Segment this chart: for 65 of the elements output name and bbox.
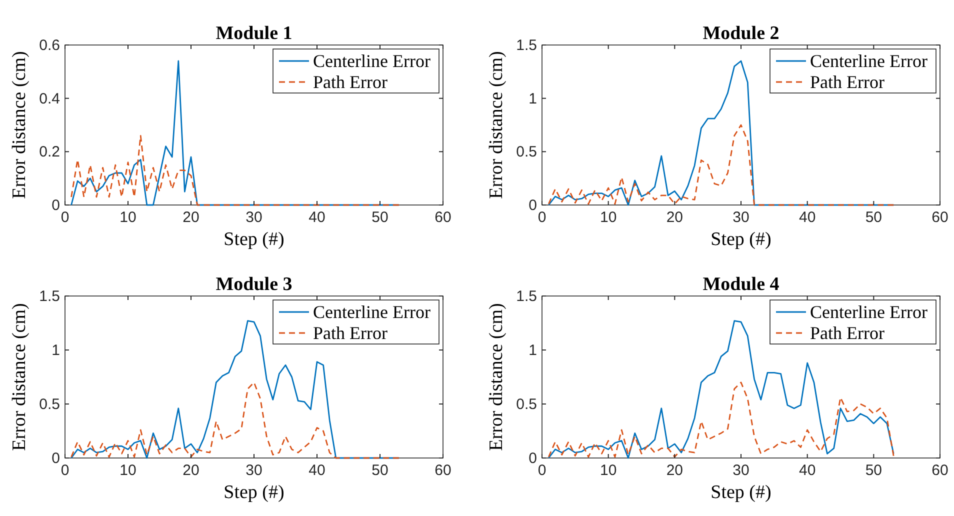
line-series [70,134,400,206]
y-tick-label: 0.5 [516,396,537,413]
y-tick-label: 0 [528,197,537,214]
y-tick-label: 1 [528,90,537,108]
x-tick-label: 20 [182,209,200,226]
y-tick-label: 0.2 [39,144,60,161]
x-tick-label: 10 [600,209,617,226]
x-axis-title: Step (#) [710,229,772,250]
line-series [70,382,400,459]
y-tick-label: 0.6 [39,37,60,54]
x-tick-label: 50 [372,462,388,479]
x-tick-label: 40 [798,209,816,226]
y-tick-label: 1 [528,342,537,359]
line-series [548,124,894,206]
x-tick-label: 30 [732,209,750,226]
y-tick-label: 0 [528,450,537,467]
y-tick-label: 1.5 [516,37,537,54]
x-tick-label: 30 [246,462,262,479]
x-tick-label: 20 [182,462,200,479]
legend-label: Centerline Error [313,51,430,71]
x-tick-label: 60 [932,462,948,479]
y-axis-title: Error distance (cm) [9,303,30,451]
y-tick-label: 1.5 [516,288,537,305]
x-axis-title: Step (#) [710,482,772,503]
y-tick-label: 0.5 [516,144,537,161]
chart-title: Module 2 [702,23,780,44]
x-tick-label: 10 [120,462,136,479]
x-tick-label: 20 [666,209,684,226]
line-series [548,320,894,459]
line-series [548,382,894,458]
x-tick-label: 10 [600,462,617,479]
chart-title: Module 4 [702,274,780,295]
y-tick-label: 0.4 [39,90,60,108]
y-tick-label: 1 [52,342,60,359]
x-tick-label: 20 [666,462,684,479]
x-tick-label: 40 [308,462,326,479]
y-tick-label: 1.5 [39,288,60,305]
legend-label: Centerline Error [810,51,928,71]
y-tick-label: 0 [52,197,60,214]
y-axis-title: Error distance (cm) [486,303,507,451]
x-tick-label: 50 [865,209,882,226]
legend-label: Centerline Error [313,302,430,322]
y-axis-title: Error distance (cm) [486,51,507,199]
y-tick-label: 0 [52,450,60,467]
y-axis-title: Error distance (cm) [9,51,30,199]
chart-title: Module 3 [216,274,292,295]
x-tick-label: 50 [372,209,388,226]
x-axis-title: Step (#) [224,482,284,503]
legend-label: Path Error [313,323,388,343]
x-tick-label: 10 [120,209,136,226]
chart-title: Module 1 [216,23,292,44]
x-tick-label: 40 [308,209,326,226]
x-tick-label: 60 [932,209,948,226]
x-tick-label: 30 [732,462,750,479]
x-tick-label: 60 [434,462,452,479]
y-tick-label: 0.5 [39,396,60,413]
x-tick-label: 30 [246,209,262,226]
legend-label: Path Error [810,323,884,343]
x-tick-label: 60 [434,209,452,226]
x-axis-title: Step (#) [224,229,284,250]
legend-label: Path Error [810,72,884,92]
legend-label: Path Error [313,72,388,92]
legend-label: Centerline Error [810,302,928,322]
x-tick-label: 40 [798,462,816,479]
x-tick-label: 50 [865,462,882,479]
